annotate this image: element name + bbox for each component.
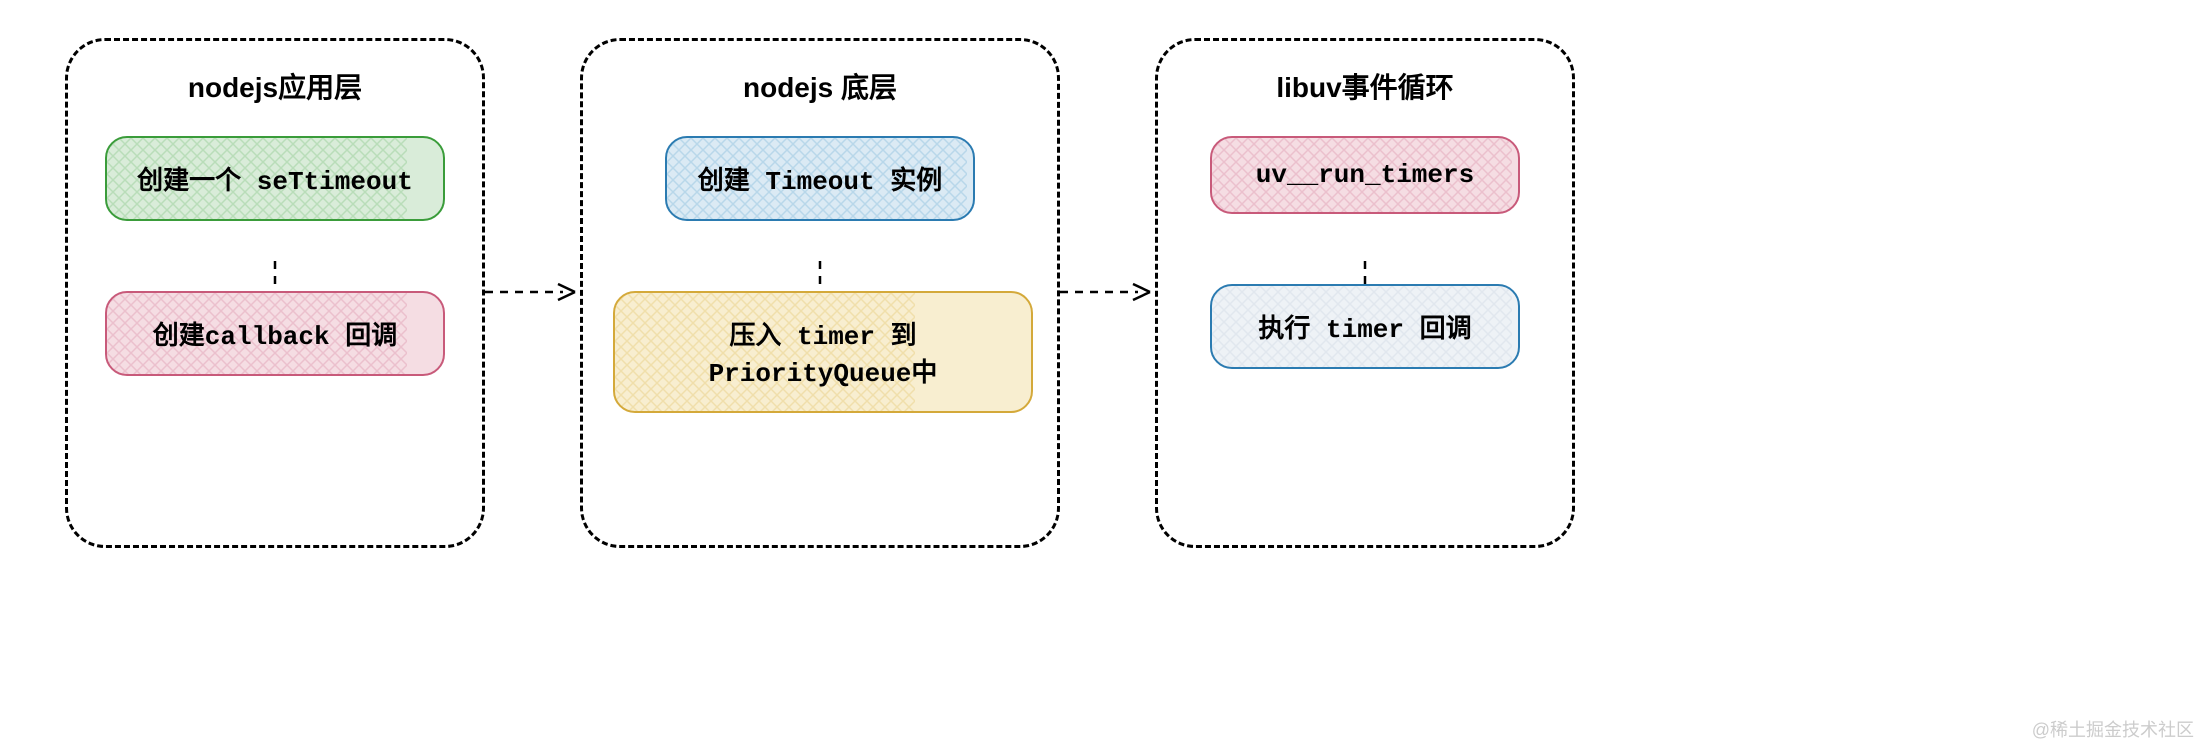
container-title: nodejs应用层 bbox=[98, 66, 452, 106]
node-label: 执行 timer 回调 bbox=[1258, 315, 1471, 345]
container-title: nodejs 底层 bbox=[613, 66, 1027, 106]
container-libuv: libuv事件循环 uv__run_timers 执行 timer 回调 bbox=[1155, 38, 1575, 548]
container-nodejs-core: nodejs 底层 创建 Timeout 实例 压入 timer 到 Prior… bbox=[580, 38, 1060, 548]
node-label: 创建callback 回调 bbox=[153, 322, 397, 352]
watermark: @稀土掘金技术社区 bbox=[2032, 716, 2194, 742]
node-timeout-instance: 创建 Timeout 实例 bbox=[665, 136, 975, 221]
node-uv-run-timers: uv__run_timers bbox=[1210, 136, 1520, 214]
hatch-pattern bbox=[615, 293, 915, 413]
node-exec-callback: 执行 timer 回调 bbox=[1210, 284, 1520, 369]
node-label: 创建一个 seTtimeout bbox=[137, 167, 413, 197]
node-settimeout: 创建一个 seTtimeout bbox=[105, 136, 445, 221]
node-label: 创建 Timeout 实例 bbox=[698, 167, 942, 197]
outer-arrow bbox=[1060, 282, 1155, 302]
outer-arrow bbox=[485, 282, 580, 302]
node-priority-queue: 压入 timer 到 PriorityQueue中 bbox=[613, 291, 1033, 413]
node-label: uv__run_timers bbox=[1256, 160, 1474, 190]
container-title: libuv事件循环 bbox=[1188, 66, 1542, 106]
node-callback: 创建callback 回调 bbox=[105, 291, 445, 376]
container-nodejs-app: nodejs应用层 创建一个 seTtimeout 创建callback 回调 bbox=[65, 38, 485, 548]
